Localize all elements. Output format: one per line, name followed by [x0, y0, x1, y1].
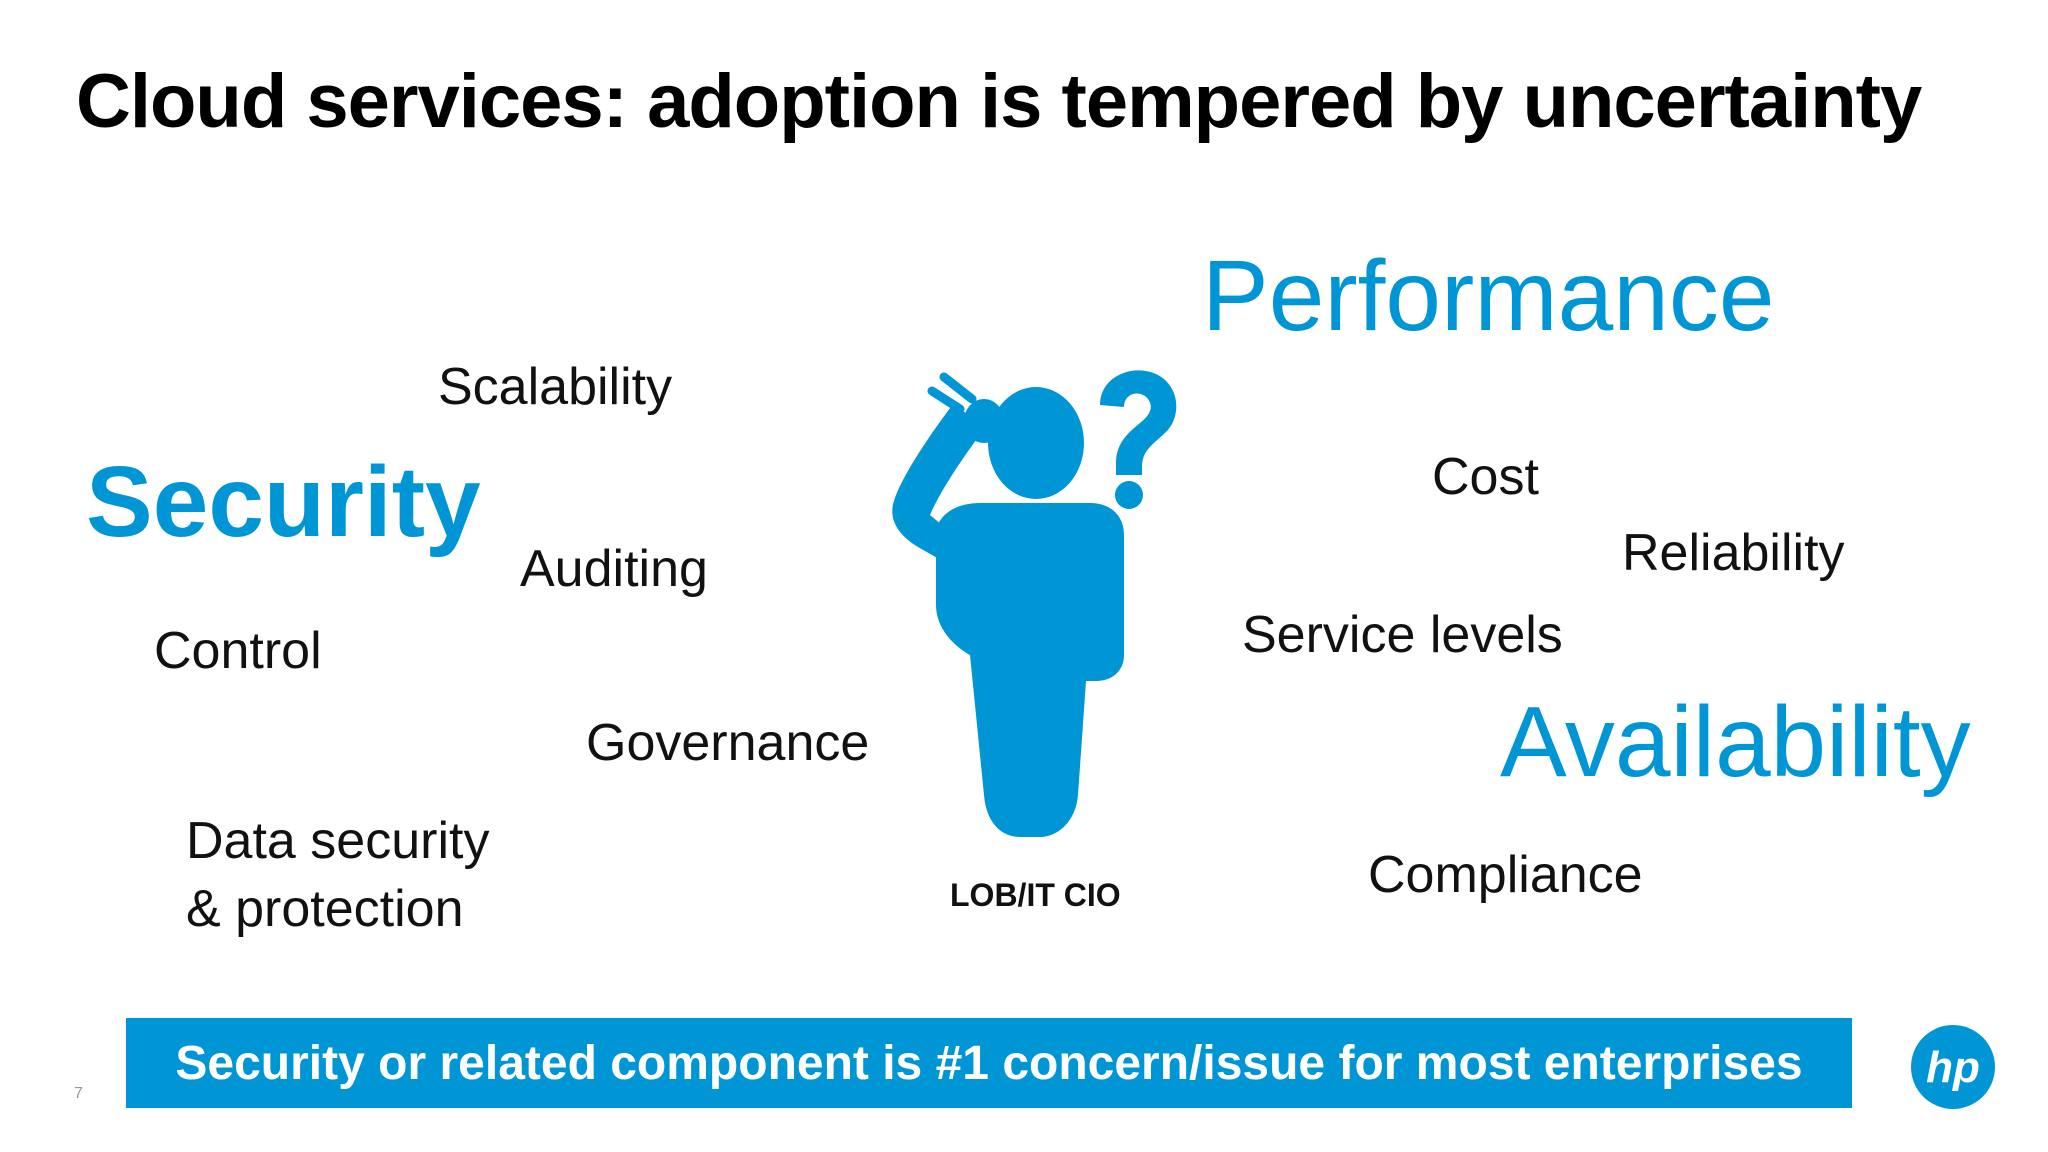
slide-title: Cloud services: adoption is tempered by …	[76, 59, 1922, 144]
page-number: 7	[74, 1085, 83, 1102]
word-cost: Cost	[1432, 448, 1539, 506]
banner-text: Security or related component is #1 conc…	[175, 1036, 1803, 1090]
word-auditing: Auditing	[520, 540, 708, 598]
word-data-security-line2: & protection	[186, 880, 464, 938]
hp-logo-text: hp	[1926, 1043, 1980, 1092]
word-security: Security	[86, 446, 481, 558]
word-compliance: Compliance	[1368, 846, 1643, 904]
word-control: Control	[154, 622, 322, 680]
word-data-security-line1: Data security	[186, 812, 490, 870]
word-reliability: Reliability	[1622, 524, 1845, 582]
word-governance: Governance	[586, 714, 870, 772]
word-scalability: Scalability	[438, 358, 673, 416]
figure-label: LOB/IT CIO	[950, 877, 1121, 913]
hp-logo-icon: hp	[1911, 1025, 1995, 1109]
word-availability: Availability	[1500, 686, 1971, 798]
word-performance: Performance	[1202, 240, 1775, 352]
word-service-levels: Service levels	[1242, 606, 1563, 664]
bottom-banner: Security or related component is #1 conc…	[126, 1018, 1852, 1108]
confused-person-icon	[892, 370, 1177, 837]
